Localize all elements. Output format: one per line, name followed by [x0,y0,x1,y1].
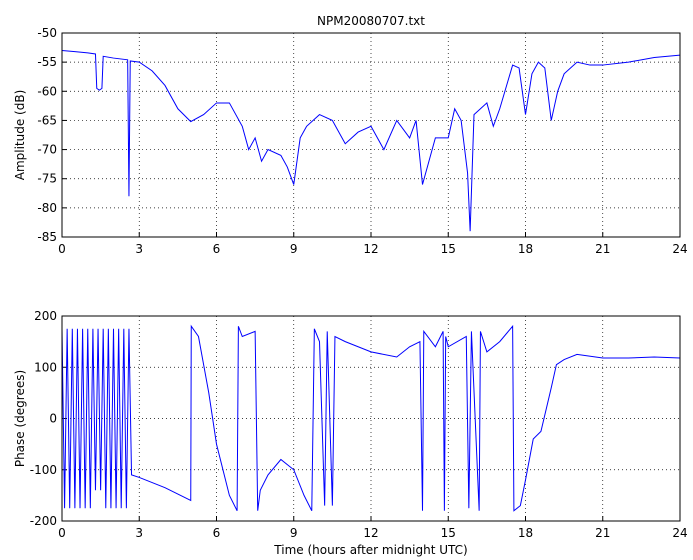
axes-box [61,32,681,238]
y-tick-label: -85 [37,230,57,244]
y-tick-label: -80 [37,201,57,215]
y-tick-label: 100 [34,360,57,374]
x-tick-label: 3 [135,242,143,256]
x-tick-label: 21 [595,526,610,540]
y-tick-label: -65 [37,113,57,127]
x-tick-label: 0 [58,242,66,256]
axes-box [61,315,681,522]
x-tick-label: 18 [518,242,533,256]
x-tick-label: 9 [290,526,298,540]
x-tick-label: 6 [213,242,221,256]
y-tick-label: 0 [49,412,57,426]
x-tick-label: 12 [363,526,378,540]
plot-area [62,33,680,237]
x-tick-label: 9 [290,242,298,256]
y-axis-label: Phase (degrees) [13,370,27,467]
data-line [61,49,681,232]
x-tick-label: 21 [595,242,610,256]
y-tick-label: -55 [37,55,57,69]
y-tick-label: -100 [30,463,57,477]
x-tick-label: 24 [672,526,687,540]
x-tick-label: 15 [441,526,456,540]
y-tick-label: -70 [37,143,57,157]
x-tick-label: 15 [441,242,456,256]
y-tick-label: -50 [37,26,57,40]
x-axis-label: Time (hours after midnight UTC) [273,543,467,557]
x-tick-label: 3 [135,526,143,540]
x-tick-label: 24 [672,242,687,256]
x-tick-label: 6 [213,526,221,540]
y-tick-label: -75 [37,172,57,186]
x-tick-label: 12 [363,242,378,256]
y-axis-label: Amplitude (dB) [13,90,27,181]
y-tick-label: -60 [37,84,57,98]
data-line [61,324,681,512]
chart-title: NPM20080707.txt [317,14,425,28]
y-tick-label: 200 [34,309,57,323]
x-tick-label: 0 [58,526,66,540]
y-tick-label: -200 [30,514,57,528]
x-tick-label: 18 [518,526,533,540]
